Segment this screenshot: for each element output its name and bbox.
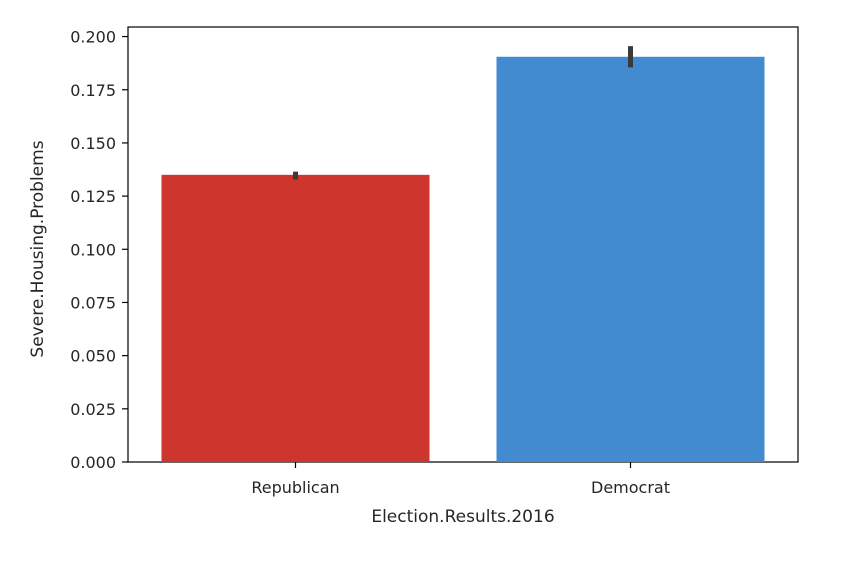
bar-republican: [161, 174, 430, 462]
x-ticks: Republican Democrat: [251, 462, 670, 497]
y-tick-label: 0.000: [70, 453, 116, 472]
y-tick-label: 0.175: [70, 81, 116, 100]
y-tick-label: 0.025: [70, 400, 116, 419]
y-tick-label: 0.150: [70, 134, 116, 153]
bar-democrat: [496, 56, 765, 462]
y-ticks: 0.000 0.025 0.050 0.075 0.100 0.125 0.150 0.175…: [70, 28, 128, 472]
y-tick-label: 0.100: [70, 240, 116, 259]
y-tick-label: 0.050: [70, 347, 116, 366]
y-tick-label: 0.075: [70, 293, 116, 312]
x-tick-label: Republican: [251, 478, 339, 497]
y-tick-label: 0.125: [70, 187, 116, 206]
x-axis-label: Election.Results.2016: [371, 507, 554, 527]
y-tick-label: 0.200: [70, 28, 116, 47]
y-axis-label: Severe.Housing.Problems: [28, 140, 48, 357]
plot-frame: [127, 26, 799, 463]
x-tick-label: Democrat: [591, 478, 670, 497]
bars: [161, 46, 765, 462]
